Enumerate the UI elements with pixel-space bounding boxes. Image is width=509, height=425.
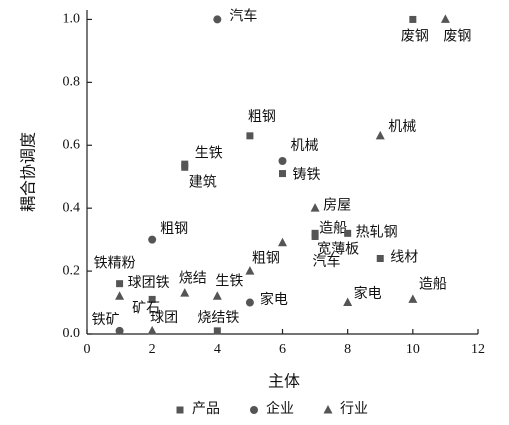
legend-label: 行业	[340, 401, 368, 417]
y-tick-label: 0.4	[63, 200, 81, 215]
point	[344, 229, 352, 237]
point-label: 烧结	[179, 270, 207, 286]
y-tick-label: 0.8	[63, 75, 81, 90]
point-label: 铸铁	[293, 167, 321, 183]
point	[115, 291, 125, 300]
point-label: 废钢	[401, 29, 429, 45]
point-label: 粗钢	[252, 250, 280, 266]
x-tick-label: 2	[149, 342, 156, 357]
x-tick-label: 10	[406, 342, 420, 357]
x-tick-label: 8	[344, 342, 351, 357]
point	[148, 235, 157, 244]
point-label: 造船	[319, 221, 347, 237]
y-tick-label: 1.0	[63, 12, 81, 27]
point-label: 热轧钢	[356, 225, 398, 241]
point-label: 生铁	[195, 145, 223, 161]
point-label: 房屋	[323, 197, 351, 213]
point	[375, 130, 385, 140]
x-tick-label: 6	[279, 342, 286, 357]
point	[440, 14, 450, 23]
point-label: 铁矿	[92, 312, 120, 328]
point-label: 造船	[419, 277, 447, 293]
point	[310, 203, 320, 212]
legend-marker	[176, 406, 184, 414]
point	[408, 294, 418, 303]
point-label: 铁精粉	[94, 255, 136, 271]
point	[245, 266, 255, 275]
point	[278, 237, 287, 247]
y-tick-label: 0.0	[63, 326, 81, 341]
point	[213, 327, 221, 335]
y-tick-label: 0.2	[63, 263, 81, 278]
point	[212, 291, 222, 300]
point	[148, 295, 156, 303]
point	[213, 15, 222, 24]
point-label: 线材	[390, 250, 418, 266]
point	[115, 326, 124, 335]
y-axis-label: 耦合协调度	[20, 132, 38, 212]
point	[116, 280, 124, 288]
point	[246, 132, 254, 140]
point-label: 球团铁	[128, 275, 170, 291]
legend-marker	[323, 405, 333, 414]
point-label: 废钢	[443, 29, 471, 45]
point	[181, 163, 189, 171]
point-label: 机械	[291, 138, 319, 154]
x-tick-label: 0	[84, 342, 91, 357]
y-tick-label: 0.6	[63, 137, 81, 152]
point-label: 生铁	[215, 273, 243, 289]
point	[147, 325, 157, 335]
point-label: 汽车	[313, 253, 341, 270]
x-tick-label: 12	[471, 342, 485, 357]
point-label: 粗钢	[160, 221, 188, 237]
point	[180, 288, 190, 297]
point-label: 家电	[354, 285, 382, 302]
point-label: 球团	[150, 310, 178, 326]
point-label: 烧结铁	[197, 310, 239, 326]
legend-label: 产品	[192, 401, 220, 417]
point	[245, 298, 254, 307]
point	[343, 297, 353, 307]
legend-marker	[250, 406, 258, 414]
x-axis-label: 主体	[268, 373, 300, 391]
point-label: 矿石	[132, 301, 160, 317]
x-tick-label: 4	[214, 342, 221, 357]
point	[311, 232, 319, 240]
point-label: 宽薄板	[317, 241, 359, 258]
point	[279, 170, 286, 178]
point	[376, 255, 384, 263]
point-label: 汽车	[229, 8, 257, 25]
point-label: 建筑	[189, 175, 217, 191]
point-label: 家电	[260, 291, 288, 308]
legend-label: 企业	[266, 400, 294, 417]
point	[409, 15, 417, 23]
point-label: 粗钢	[248, 109, 276, 125]
point-label: 机械	[388, 119, 416, 135]
point	[278, 156, 287, 165]
